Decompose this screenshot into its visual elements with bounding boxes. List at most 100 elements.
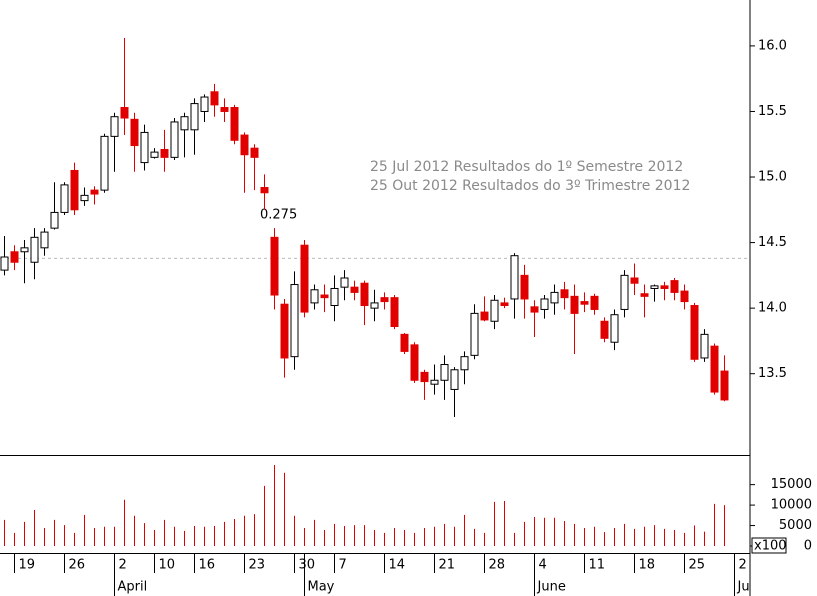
month-label: June <box>537 580 566 595</box>
month-label: April <box>118 580 148 595</box>
candle-body <box>240 134 249 156</box>
candle-body <box>80 194 89 202</box>
x-tick-label: 14 <box>389 558 406 573</box>
candle-body <box>300 244 309 313</box>
x-tick-label: 21 <box>439 558 456 573</box>
y-tick-label: 15.5 <box>758 104 787 119</box>
candle-body <box>710 345 719 393</box>
candle-body <box>210 91 219 106</box>
candle-body <box>100 135 109 191</box>
candle-body <box>470 312 479 356</box>
candle-body <box>610 314 619 343</box>
y-tick-label: 13.5 <box>758 366 787 381</box>
candle-body <box>220 107 229 112</box>
candle-body <box>130 118 139 147</box>
candle-body <box>170 121 179 158</box>
x-tick-label: 4 <box>539 558 547 573</box>
x-tick-label: 25 <box>689 558 706 573</box>
candle-body <box>120 107 129 119</box>
candle-body <box>360 282 369 307</box>
candle-body <box>260 187 269 194</box>
x-tick-label: 18 <box>639 558 656 573</box>
candle-body <box>250 147 259 158</box>
candle-body <box>560 289 569 299</box>
x-tick-label: 7 <box>339 558 347 573</box>
candle-body <box>620 274 629 310</box>
candle-body <box>140 131 149 164</box>
candle-body <box>70 169 79 211</box>
candle-body <box>480 311 489 321</box>
volume-tick-label: 15000 <box>771 477 812 492</box>
candle-body <box>60 184 69 213</box>
x-tick-label: 16 <box>199 558 216 573</box>
candle-body <box>320 294 329 299</box>
candle-body <box>700 333 709 359</box>
candle-body <box>30 236 39 263</box>
candle-body <box>600 320 609 339</box>
candle-body <box>150 151 159 158</box>
volume-tick-label: 5000 <box>779 518 812 533</box>
candle-body <box>390 297 399 327</box>
candle-body <box>720 370 729 401</box>
candle-body <box>110 116 119 137</box>
candle-body <box>350 286 359 293</box>
x-tick-label: 26 <box>69 558 86 573</box>
candle-body <box>410 344 419 381</box>
month-label: May <box>308 580 335 595</box>
candle-body <box>650 285 659 289</box>
candle-body <box>10 251 19 263</box>
x-tick-label: 19 <box>19 558 36 573</box>
candle-body <box>510 255 519 300</box>
candle-body <box>370 302 379 309</box>
candle-body <box>660 285 669 289</box>
candle-body <box>630 277 639 284</box>
x-tick-label: 23 <box>249 558 266 573</box>
candle-body <box>330 287 339 307</box>
candle-body <box>490 299 499 322</box>
candle-body <box>230 107 239 141</box>
x-tick-label: 2 <box>739 558 747 573</box>
candle-body <box>550 291 559 304</box>
candle-body <box>460 356 469 371</box>
candle-body <box>180 116 189 131</box>
x-tick-label: 11 <box>589 558 606 573</box>
candle-body <box>590 295 599 310</box>
volume-tick-label: 0 <box>804 539 812 554</box>
candle-body <box>430 379 439 385</box>
candle-body <box>20 247 29 253</box>
candle-body <box>190 103 199 131</box>
y-tick-label: 15.0 <box>758 170 787 185</box>
candle-body <box>290 284 299 358</box>
y-tick-label: 16.0 <box>758 38 787 53</box>
x-tick-label: 10 <box>159 558 176 573</box>
event-note: 25 Out 2012 Resultados do 3º Trimestre 2… <box>370 178 690 194</box>
x-tick-label: 2 <box>119 558 127 573</box>
month-label: Ju <box>737 580 750 595</box>
y-tick-label: 14.5 <box>758 235 787 250</box>
x-tick-label: 28 <box>489 558 506 573</box>
candle-body <box>40 231 49 249</box>
dividend-note: 0.275 <box>260 208 297 223</box>
candle-body <box>50 211 59 229</box>
candle-body <box>400 333 409 352</box>
event-note: 25 Jul 2012 Resultados do 1º Semestre 20… <box>370 159 683 175</box>
candle-body <box>90 189 99 195</box>
candle-body <box>160 148 169 158</box>
candle-body <box>680 290 689 303</box>
candle-body <box>690 305 699 360</box>
candle-body <box>580 301 589 305</box>
candle-body <box>310 289 319 304</box>
candle-body <box>270 236 279 296</box>
x-tick-label: 30 <box>299 558 316 573</box>
candle-body <box>440 364 449 381</box>
candle-body <box>380 297 389 303</box>
volume-unit: x100 <box>754 539 787 554</box>
candle-body <box>570 295 579 314</box>
volume-tick-label: 10000 <box>771 498 812 513</box>
candle-body <box>340 277 349 288</box>
candle-body <box>420 371 429 383</box>
candle-body <box>200 96 209 112</box>
candle-body <box>670 280 679 293</box>
candle-body <box>280 303 289 359</box>
